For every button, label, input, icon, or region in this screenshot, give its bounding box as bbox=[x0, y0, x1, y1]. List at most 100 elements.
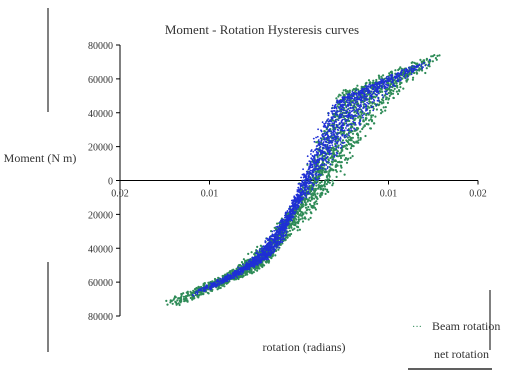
data-point bbox=[321, 121, 324, 124]
data-point bbox=[311, 171, 314, 174]
data-point bbox=[381, 94, 384, 96]
data-point bbox=[222, 279, 224, 282]
data-point bbox=[364, 93, 367, 96]
data-point bbox=[236, 276, 239, 279]
data-point bbox=[302, 176, 305, 179]
data-point bbox=[368, 83, 371, 86]
data-point bbox=[308, 167, 310, 169]
data-point bbox=[438, 54, 441, 57]
data-point bbox=[343, 154, 346, 157]
data-point bbox=[330, 120, 333, 123]
data-point bbox=[386, 93, 389, 96]
data-point bbox=[376, 99, 379, 102]
data-point bbox=[355, 133, 359, 136]
data-point bbox=[285, 226, 287, 229]
data-point bbox=[316, 135, 319, 138]
data-point bbox=[345, 115, 347, 118]
data-point bbox=[291, 228, 294, 231]
data-point bbox=[380, 79, 383, 82]
data-point bbox=[304, 185, 307, 188]
data-point bbox=[365, 98, 368, 100]
data-point bbox=[302, 212, 305, 215]
data-point bbox=[296, 225, 299, 228]
data-point bbox=[186, 299, 189, 302]
data-point bbox=[298, 207, 301, 210]
data-point bbox=[353, 119, 356, 122]
data-point bbox=[338, 122, 341, 125]
data-point bbox=[307, 188, 310, 190]
data-point bbox=[331, 156, 334, 159]
data-point bbox=[388, 88, 391, 91]
data-point bbox=[202, 288, 205, 290]
data-point bbox=[288, 219, 290, 221]
data-point bbox=[252, 263, 255, 266]
x-tick-label: 0.02 bbox=[469, 189, 487, 200]
data-point bbox=[341, 154, 344, 157]
data-point bbox=[415, 68, 418, 71]
data-point bbox=[306, 208, 309, 211]
data-point bbox=[370, 90, 373, 93]
data-point bbox=[334, 145, 337, 148]
data-point bbox=[357, 127, 360, 130]
data-point bbox=[308, 208, 311, 211]
data-point bbox=[341, 139, 345, 142]
data-point bbox=[336, 110, 338, 113]
data-point bbox=[360, 99, 362, 102]
data-point bbox=[424, 71, 427, 75]
data-point bbox=[339, 101, 342, 104]
data-point bbox=[332, 139, 334, 142]
data-point bbox=[178, 303, 181, 307]
data-point bbox=[367, 79, 371, 82]
data-point bbox=[293, 204, 296, 206]
data-point bbox=[250, 251, 253, 254]
data-point bbox=[331, 158, 334, 161]
data-point bbox=[345, 111, 347, 113]
data-point bbox=[315, 141, 318, 144]
data-point bbox=[323, 185, 326, 188]
data-point bbox=[300, 176, 302, 179]
data-point bbox=[321, 184, 324, 187]
data-point bbox=[319, 143, 322, 146]
data-point bbox=[306, 172, 309, 175]
data-point bbox=[326, 150, 329, 153]
data-point bbox=[347, 141, 350, 144]
data-point bbox=[324, 145, 326, 148]
data-point bbox=[350, 110, 353, 113]
data-point bbox=[316, 152, 319, 155]
data-point bbox=[282, 224, 285, 226]
data-point bbox=[282, 220, 284, 223]
data-point bbox=[339, 170, 342, 173]
data-point bbox=[349, 147, 353, 150]
data-point bbox=[293, 202, 296, 205]
data-point bbox=[368, 98, 371, 101]
series-net-rotation bbox=[191, 59, 431, 297]
data-point bbox=[362, 88, 364, 91]
data-point bbox=[315, 148, 317, 151]
legend-label-net-rotation: net rotation bbox=[434, 347, 489, 361]
data-point bbox=[338, 132, 340, 135]
data-point bbox=[362, 126, 365, 129]
data-point bbox=[323, 163, 326, 166]
data-point bbox=[294, 217, 297, 220]
data-point bbox=[285, 230, 288, 233]
data-point bbox=[304, 198, 307, 201]
data-point bbox=[369, 85, 372, 88]
data-point bbox=[285, 224, 288, 227]
data-point bbox=[234, 271, 237, 274]
data-point bbox=[296, 194, 299, 197]
data-point bbox=[319, 153, 322, 156]
data-point bbox=[394, 80, 397, 83]
data-point bbox=[391, 92, 395, 95]
data-point bbox=[226, 273, 229, 276]
data-point bbox=[304, 184, 306, 186]
data-point bbox=[348, 132, 350, 135]
data-point bbox=[396, 92, 400, 96]
data-point bbox=[282, 231, 285, 234]
data-point bbox=[276, 222, 279, 225]
data-point bbox=[314, 193, 317, 196]
data-point bbox=[310, 212, 313, 215]
data-point bbox=[313, 168, 315, 170]
data-point bbox=[307, 182, 310, 185]
data-point bbox=[300, 201, 303, 204]
data-point bbox=[327, 159, 330, 162]
